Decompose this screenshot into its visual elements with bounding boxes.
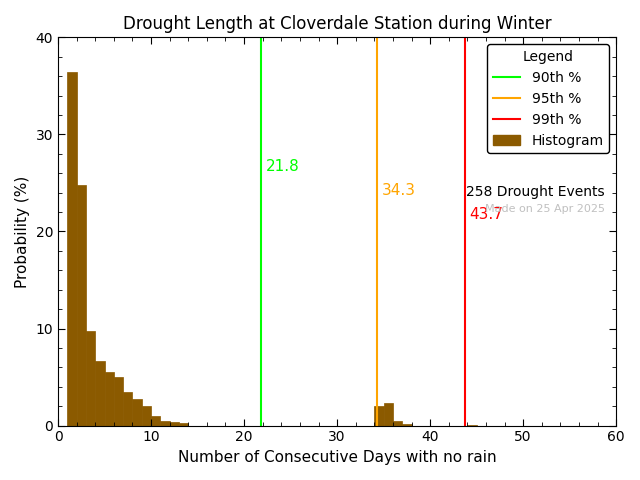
Bar bbox=[142, 406, 151, 426]
Text: 34.3: 34.3 bbox=[382, 183, 416, 198]
Text: 43.7: 43.7 bbox=[469, 207, 503, 222]
Text: 258 Drought Events: 258 Drought Events bbox=[467, 185, 605, 199]
Bar bbox=[161, 421, 170, 426]
Bar bbox=[114, 377, 123, 426]
Y-axis label: Probability (%): Probability (%) bbox=[15, 175, 30, 288]
Bar bbox=[86, 331, 95, 426]
Title: Drought Length at Cloverdale Station during Winter: Drought Length at Cloverdale Station dur… bbox=[123, 15, 552, 33]
Text: Made on 25 Apr 2025: Made on 25 Apr 2025 bbox=[485, 204, 605, 214]
Text: 21.8: 21.8 bbox=[266, 159, 300, 174]
X-axis label: Number of Consecutive Days with no rain: Number of Consecutive Days with no rain bbox=[178, 450, 497, 465]
Bar bbox=[170, 422, 179, 426]
Bar bbox=[393, 421, 402, 426]
Bar bbox=[67, 72, 77, 426]
Legend: 90th %, 95th %, 99th %, Histogram: 90th %, 95th %, 99th %, Histogram bbox=[487, 44, 609, 153]
Bar bbox=[104, 372, 114, 426]
Bar bbox=[77, 185, 86, 426]
Bar bbox=[132, 399, 142, 426]
Bar bbox=[374, 406, 383, 426]
Bar bbox=[467, 425, 477, 426]
Bar bbox=[383, 403, 393, 426]
Bar bbox=[179, 423, 188, 426]
Bar bbox=[151, 416, 161, 426]
Bar bbox=[123, 392, 132, 426]
Bar bbox=[95, 360, 104, 426]
Bar bbox=[402, 424, 412, 426]
